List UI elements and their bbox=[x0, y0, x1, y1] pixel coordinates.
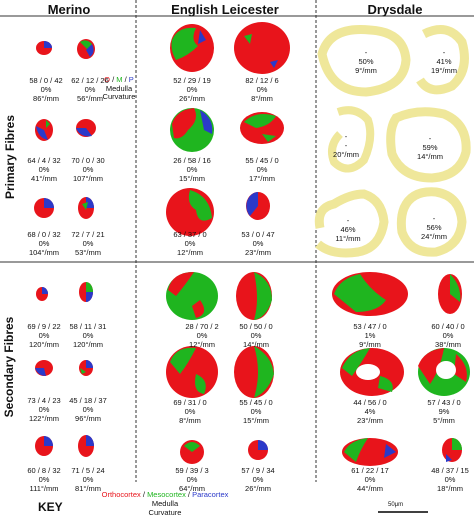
fibre-leic-s1a bbox=[166, 272, 218, 320]
caption-dry-s2a: 44 / 56 / 0 4% 23°/mm bbox=[353, 398, 387, 425]
fibre-leic-p1b bbox=[234, 22, 290, 74]
caption-dry-p1b: -41% 19°/mm bbox=[431, 48, 457, 75]
caption-dry-p1a: -50% 9°/mm bbox=[355, 48, 377, 75]
fibre-dry-s1b bbox=[438, 274, 462, 314]
caption-dry-p2a: - -20°/mm bbox=[333, 132, 359, 159]
caption-leic-p3b: 53 / 0 / 47 0% 23°/mm bbox=[241, 230, 275, 257]
fibre-merino-s2a bbox=[35, 360, 53, 376]
legend-o: O bbox=[104, 75, 111, 84]
fibre-leic-s3a bbox=[180, 440, 204, 464]
key-meso: Mesocortex bbox=[147, 490, 186, 499]
fibre-merino-s1b bbox=[79, 282, 93, 302]
fibre-leic-p3b bbox=[246, 192, 270, 220]
key-curvature: Curvature bbox=[148, 508, 182, 517]
fibre-dry-s2a bbox=[340, 348, 404, 396]
fibre-leic-p2b bbox=[240, 112, 284, 144]
caption-leic-p2b: 55 / 45 / 0 0% 17°/mm bbox=[245, 156, 279, 183]
key-medulla: Medulla bbox=[151, 499, 179, 508]
header-drysdale: Drysdale bbox=[367, 2, 423, 17]
key-ortho: Orthocortex bbox=[101, 490, 141, 499]
legend-header: O / M / P Medulla Curvature bbox=[86, 75, 152, 102]
caption-leic-p1b: 82 / 12 / 6 0% 8°/mm bbox=[245, 76, 279, 103]
fibre-dry-s3b bbox=[442, 438, 462, 462]
legend-sep-1: / bbox=[110, 75, 117, 84]
key-title: KEY bbox=[38, 500, 63, 514]
caption-dry-p3b: -56% 24°/mm bbox=[421, 214, 447, 241]
fibre-dry-p1a bbox=[317, 25, 411, 97]
fibre-leic-s1b bbox=[236, 272, 272, 320]
fibre-merino-p1b bbox=[77, 39, 95, 59]
caption-leic-s2b: 55 / 45 / 0 0% 15°/mm bbox=[239, 398, 273, 425]
fibre-dry-p3b bbox=[396, 187, 467, 257]
caption-merino-s1b: 58 / 11 / 31 0% 120°/mm bbox=[69, 322, 107, 349]
key-para: Paracortex bbox=[192, 490, 229, 499]
caption-leic-s3b: 57 / 9 / 34 0% 26°/mm bbox=[241, 466, 275, 493]
fibre-leic-s2a bbox=[166, 346, 218, 398]
caption-dry-s3b: 48 / 37 / 15 0% 18°/mm bbox=[431, 466, 469, 493]
caption-merino-p2a: 64 / 4 / 32 0% 41°/mm bbox=[27, 156, 61, 183]
fibre-leic-p1a bbox=[170, 24, 214, 72]
caption-leic-s2a: 69 / 31 / 0 0% 8°/mm bbox=[173, 398, 207, 425]
legend-curvature: Curvature bbox=[102, 92, 136, 101]
fibre-merino-p2b bbox=[76, 119, 96, 137]
fibre-dry-s1a bbox=[332, 272, 408, 316]
fibre-leic-p2a bbox=[170, 108, 214, 152]
caption-merino-p3b: 72 / 7 / 21 0% 53°/mm bbox=[71, 230, 105, 257]
fibre-merino-s2b bbox=[79, 360, 93, 376]
fibre-leic-s3b bbox=[248, 440, 268, 460]
caption-leic-s3a: 59 / 39 / 3 0% 64°/mm bbox=[175, 466, 209, 493]
caption-leic-s1b: 50 / 50 / 0 0% 14°/mm bbox=[239, 322, 273, 349]
fibre-dry-p1b bbox=[416, 25, 469, 95]
caption-dry-p3a: -46% 11°/mm bbox=[335, 216, 361, 243]
caption-merino-s2a: 73 / 4 / 23 0% 122°/mm bbox=[27, 396, 61, 423]
fibre-merino-s1a bbox=[36, 287, 48, 301]
caption-merino-s3a: 60 / 8 / 32 0% 111°/mm bbox=[27, 466, 61, 493]
caption-leic-p3a: 63 / 37 / 0 0% 12°/mm bbox=[173, 230, 207, 257]
fibre-merino-s3b bbox=[78, 435, 94, 457]
fibre-dry-s2b bbox=[418, 348, 470, 396]
caption-merino-s2b: 45 / 18 / 37 0% 96°/mm bbox=[69, 396, 107, 423]
caption-dry-s3a: 61 / 22 / 17 0% 44°/mm bbox=[351, 466, 389, 493]
key-components: Orthocortex / Mesocortex / Paracortex bbox=[70, 491, 260, 499]
fibre-dry-p2a bbox=[328, 106, 375, 173]
fibre-merino-p3b bbox=[78, 197, 94, 219]
caption-leic-p2a: 26 / 58 / 16 0% 15°/mm bbox=[173, 156, 211, 183]
fibre-leic-s2b bbox=[234, 346, 274, 398]
legend-medulla: Medulla bbox=[105, 83, 133, 93]
scale-bar-label: 50μm bbox=[388, 502, 404, 508]
caption-dry-s2b: 57 / 43 / 0 9% 5°/mm bbox=[427, 398, 461, 425]
caption-merino-p1a: 58 / 0 / 42 0% 86°/mm bbox=[29, 76, 63, 103]
fibre-merino-p3a bbox=[34, 198, 54, 218]
caption-merino-s3b: 71 / 5 / 24 0% 81°/mm bbox=[71, 466, 105, 493]
key-sep-1: / bbox=[140, 490, 148, 499]
fibre-dry-p3a bbox=[314, 189, 389, 258]
header-leicester: English Leicester bbox=[171, 2, 279, 17]
fibre-merino-p1a bbox=[36, 41, 52, 55]
fibre-merino-p2a bbox=[35, 119, 53, 141]
caption-leic-s1a: 28 / 70 / 2 0% 12°/mm bbox=[185, 322, 219, 349]
caption-dry-p2b: -59% 14°/mm bbox=[417, 134, 443, 161]
caption-dry-s1b: 60 / 40 / 0 0% 38°/mm bbox=[431, 322, 465, 349]
header-merino: Merino bbox=[47, 2, 91, 17]
caption-merino-p3a: 68 / 0 / 32 0% 104°/mm bbox=[27, 230, 61, 257]
fibre-dry-p2b bbox=[386, 107, 471, 183]
legend-sep-2: / bbox=[122, 75, 129, 84]
caption-merino-p2b: 70 / 0 / 30 0% 107°/mm bbox=[71, 156, 105, 183]
fibre-dry-s3a bbox=[342, 438, 398, 466]
fibre-leic-p3a bbox=[166, 188, 214, 236]
key-sep-2: / bbox=[185, 490, 193, 499]
legend-m: M bbox=[116, 75, 123, 84]
legend-p: P bbox=[128, 75, 134, 84]
caption-merino-p1b: 62 / 12 / 26 0% 56°/mm bbox=[71, 76, 109, 103]
caption-merino-s1a: 69 / 9 / 22 0% 120°/mm bbox=[27, 322, 61, 349]
legend-omp-line: O / M / P bbox=[86, 75, 152, 85]
fibre-merino-s3a bbox=[35, 436, 53, 456]
caption-leic-p1a: 52 / 29 / 19 0% 26°/mm bbox=[173, 76, 211, 103]
caption-dry-s1a: 53 / 47 / 0 1% 9°/mm bbox=[353, 322, 387, 349]
